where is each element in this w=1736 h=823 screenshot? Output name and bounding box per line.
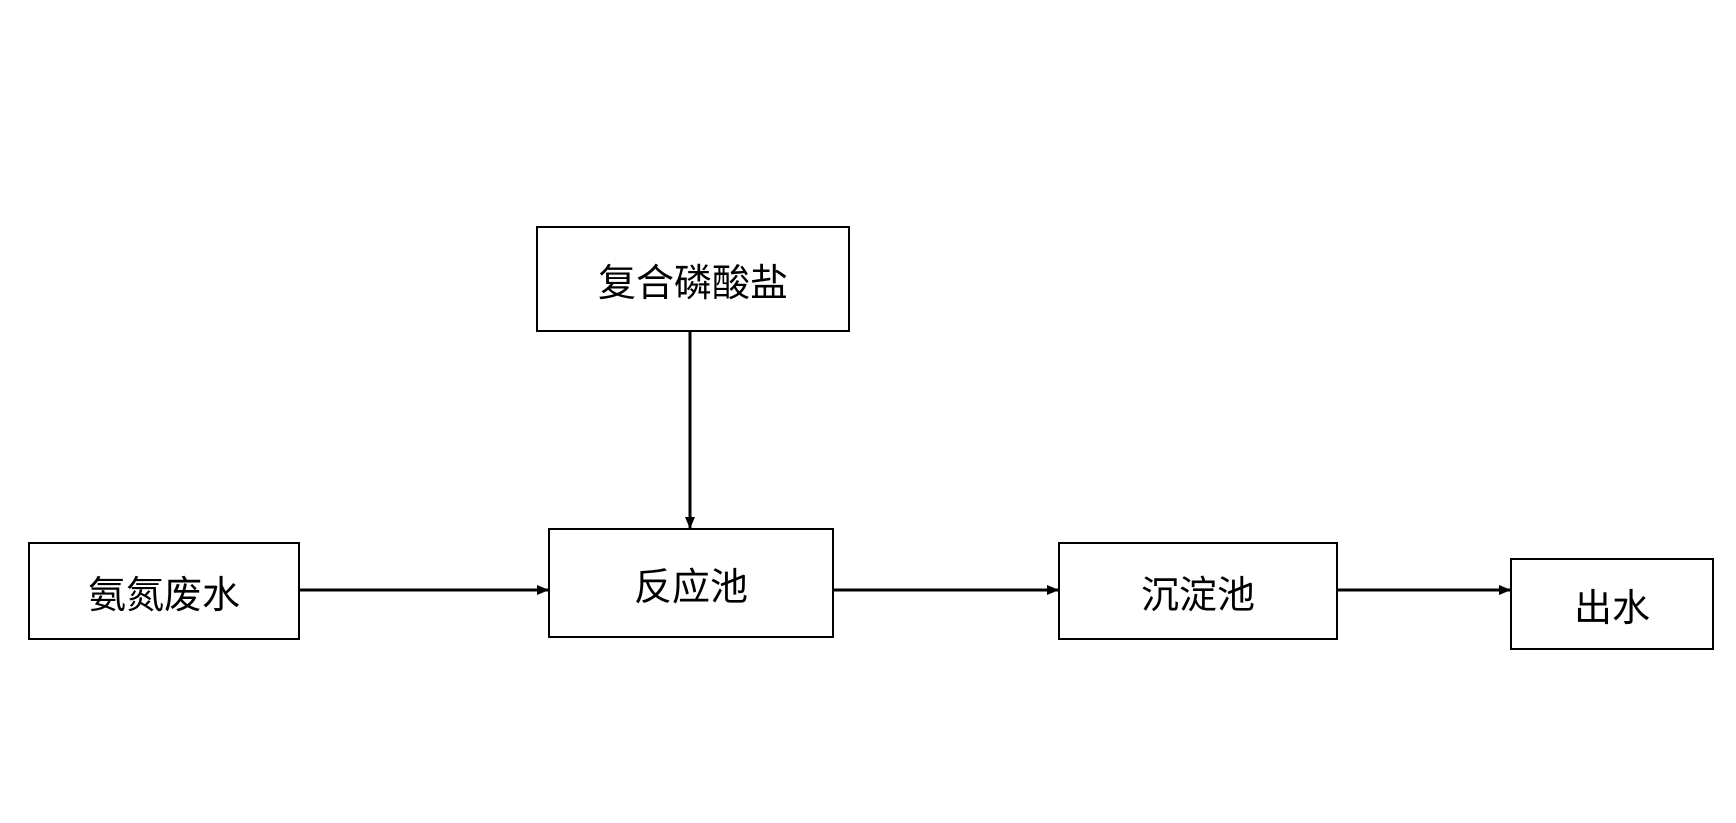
- node-phosphate: 复合磷酸盐: [536, 226, 850, 332]
- flow-edges: [0, 0, 1736, 823]
- node-wastewater-label: 氨氮废水: [88, 564, 240, 619]
- node-effluent: 出水: [1510, 558, 1714, 650]
- node-effluent-label: 出水: [1574, 577, 1650, 632]
- node-reactor: 反应池: [548, 528, 834, 638]
- node-phosphate-label: 复合磷酸盐: [598, 252, 788, 307]
- node-sedimentation: 沉淀池: [1058, 542, 1338, 640]
- node-wastewater: 氨氮废水: [28, 542, 300, 640]
- node-sedimentation-label: 沉淀池: [1141, 564, 1255, 619]
- node-reactor-label: 反应池: [634, 556, 748, 611]
